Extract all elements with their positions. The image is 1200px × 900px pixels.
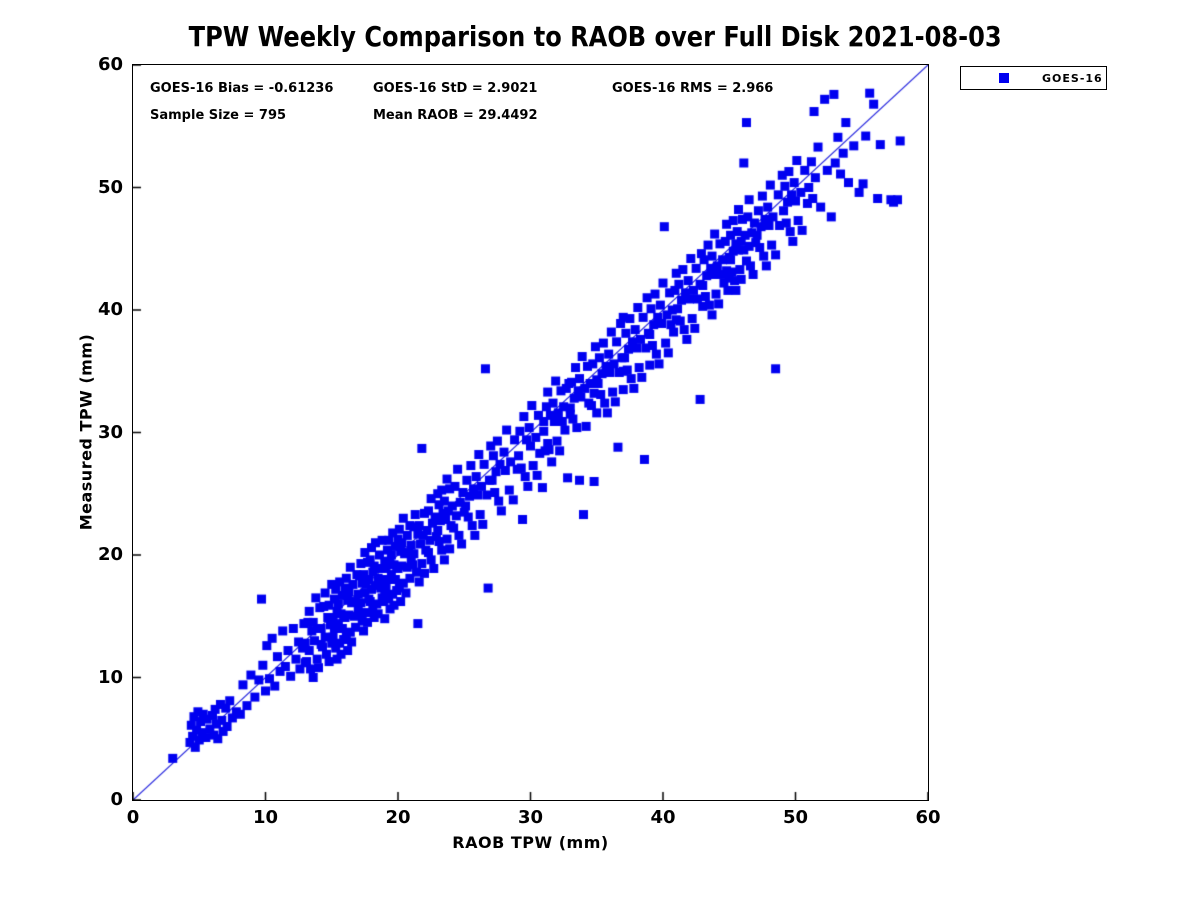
x-axis-label: RAOB TPW (mm) (452, 833, 609, 852)
stat-rms: GOES-16 RMS = 2.966 (612, 81, 774, 96)
legend-marker-icon (999, 73, 1009, 83)
y-tick-label: 0 (110, 789, 123, 810)
y-tick-label: 30 (97, 421, 123, 443)
x-tick-label: 0 (126, 807, 140, 828)
x-tick-label: 30 (517, 807, 544, 828)
y-tick-label: 50 (97, 176, 123, 198)
x-tick-label: 40 (650, 807, 676, 828)
legend-label: GOES-16 (1042, 71, 1103, 85)
plot-canvas (133, 65, 928, 800)
y-tick-label: 60 (97, 54, 123, 75)
stat-std: GOES-16 StD = 2.9021 (373, 81, 538, 96)
y-tick-label: 10 (97, 666, 123, 688)
x-tick-label: 60 (915, 807, 941, 828)
y-axis-label: Measured TPW (mm) (76, 333, 96, 531)
stat-sample-size: Sample Size = 795 (150, 108, 287, 123)
x-tick-label: 20 (385, 807, 411, 828)
legend: GOES-16 (960, 66, 1107, 90)
plot-area: GOES-16 Bias = -0.61236 GOES-16 StD = 2.… (132, 64, 929, 801)
stat-bias: GOES-16 Bias = -0.61236 (150, 81, 334, 96)
x-tick-label: 10 (252, 807, 279, 828)
stat-mean-raob: Mean RAOB = 29.4492 (373, 108, 538, 123)
x-tick-label: 50 (782, 807, 809, 828)
y-tick-label: 20 (97, 544, 123, 565)
y-tick-label: 40 (97, 299, 123, 320)
chart-title: TPW Weekly Comparison to RAOB over Full … (188, 20, 1002, 53)
